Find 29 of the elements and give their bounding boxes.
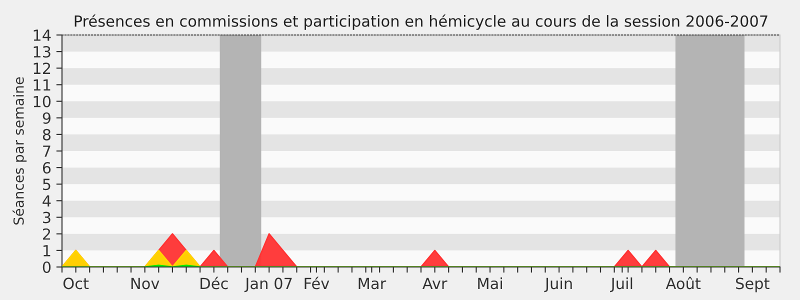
x-tick-label: Fév (304, 276, 330, 290)
y-tick-label: 8 (42, 128, 51, 140)
x-tick-label: Juil (610, 277, 632, 292)
x-tick-label: Mai (478, 277, 502, 290)
x-tick-label: Août (666, 276, 701, 290)
y-tick-label: 10 (34, 96, 51, 108)
x-tick-label: Avr (422, 278, 448, 290)
y-tick-label: 0 (42, 261, 51, 274)
x-tick-label: Sept (736, 278, 770, 292)
y-tick-label: 5 (43, 178, 50, 190)
y-tick-label: 2 (42, 228, 50, 240)
chart-title: Présences en commissions et participation en hémicycle au cours de la session 2006-2007 (74, 14, 768, 30)
x-tick-label: Nov (131, 278, 160, 290)
y-tick-label: 11 (34, 79, 50, 91)
x-tick-label: Juin (544, 277, 572, 292)
x-tick-label: Jan 07 (244, 278, 292, 292)
y-tick-label: 6 (42, 162, 51, 174)
y-tick-label: 4 (42, 195, 51, 207)
x-tick-label: Déc (200, 276, 228, 290)
y-tick-label: 12 (34, 62, 50, 74)
y-tick-label: 14 (34, 30, 51, 41)
x-tick-label: Mar (358, 278, 386, 290)
y-tick-label: 13 (34, 46, 50, 58)
y-axis-title: Séances par semaine (12, 77, 27, 225)
y-tick-label: 7 (43, 146, 50, 157)
y-tick-label: 9 (42, 112, 51, 124)
y-tick-label: 3 (43, 212, 50, 224)
y-tick-label: 1 (44, 245, 50, 256)
x-tick-label: Oct (63, 278, 89, 290)
